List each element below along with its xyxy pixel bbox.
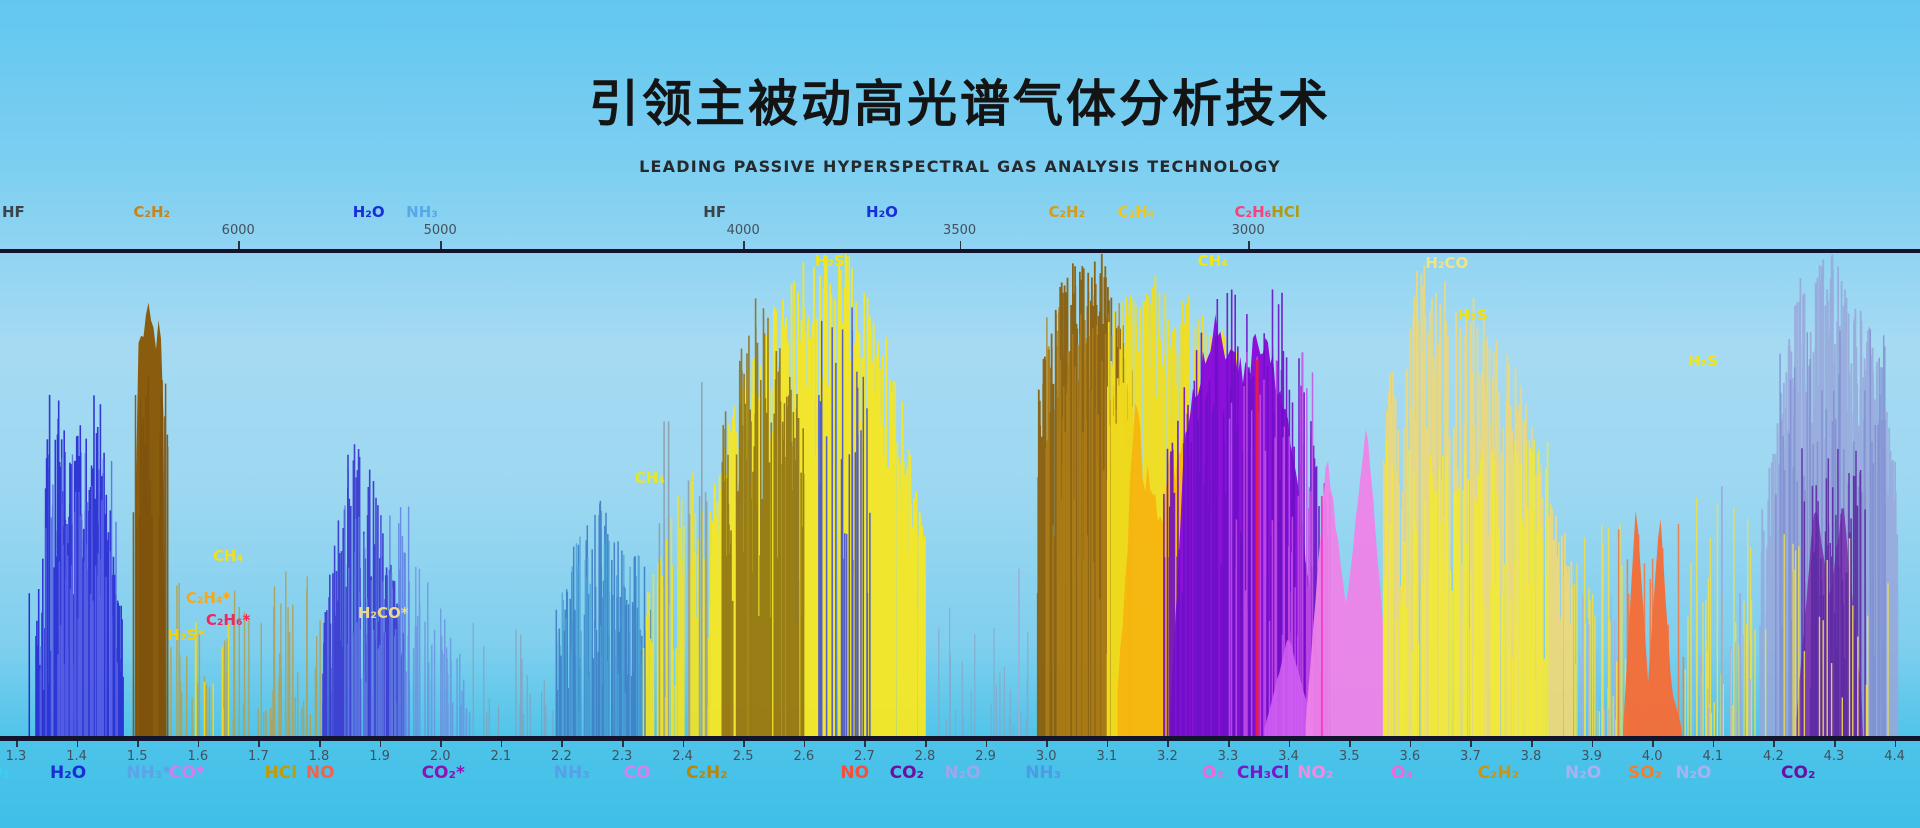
band-gray-talls [658,382,708,739]
band-yellow-mix-right [1383,439,1549,739]
band-lav-sparse [1579,594,1616,739]
band-gray-sparse-1 [472,623,554,739]
spectral-bands [28,253,1899,739]
band-yellow-accent-right [1764,534,1889,739]
band-c2h2-brown-core [721,298,805,739]
page-subtitle: LEADING PASSIVE HYPERSPECTRAL GAS ANALYS… [639,157,1281,176]
band-tan-sparse [257,571,321,739]
band-h2co-blue-light [344,505,410,739]
page-title: 引领主被动高光谱气体分析技术 [589,75,1331,133]
band-olive-sparse [170,583,250,739]
band-blue-accent-mid [818,307,871,739]
band-so2-orange-blob [1623,510,1683,739]
band-sparse-mid [938,607,1029,739]
band-h2o-blue-light [39,453,118,739]
band-ch4-yellow-pre [642,472,712,739]
bottom-axis-line [0,736,1920,741]
band-orchid-under [1264,640,1313,739]
top-axis-line [0,249,1920,253]
band-yellow-accent-left [194,622,230,739]
band-c2h2-brown-lines [132,376,169,739]
band-lightblue-tail [412,567,471,739]
band-nh3-cyan [561,535,643,739]
band-sparse-y3 [1684,497,1756,739]
band-no2-pink-blob [1305,429,1391,739]
